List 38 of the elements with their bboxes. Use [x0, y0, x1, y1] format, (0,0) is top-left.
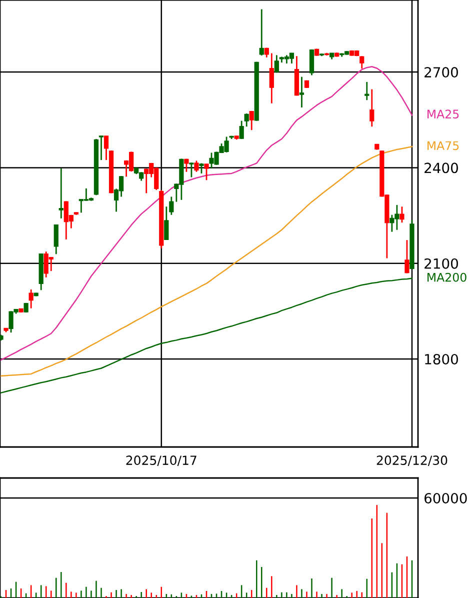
- candlestick: [299, 76, 304, 108]
- y-tick-label: 1800: [425, 354, 458, 364]
- x-tick-label: 2025/12/30: [376, 456, 448, 466]
- series-label: MA25: [428, 110, 459, 119]
- series-label: MA75: [428, 141, 459, 150]
- candlestick: [199, 162, 204, 174]
- candlestick: [360, 55, 364, 70]
- candlestick: [58, 168, 64, 220]
- candlestick: [204, 163, 209, 181]
- candlestick: [269, 52, 274, 104]
- candlestick: [259, 8, 264, 56]
- y-tick-label: 2100: [424, 258, 458, 269]
- candlestick: [98, 135, 104, 161]
- candlestick: [239, 120, 244, 140]
- x-tick-label: 2025/10/17: [126, 456, 196, 466]
- y-tick-label: 60000: [424, 492, 467, 504]
- candlestick: [164, 206, 169, 240]
- candlestick: [249, 110, 254, 131]
- candlestick: [54, 224, 58, 255]
- y-tick-label: 2700: [424, 67, 458, 78]
- candlestick: [28, 288, 34, 310]
- y-tick-label: 2400: [424, 162, 458, 174]
- candlestick: [184, 158, 189, 173]
- candlestick: [274, 54, 279, 74]
- candlestick: [370, 88, 374, 128]
- line-series: [0, 66, 413, 361]
- candlestick: [364, 81, 370, 101]
- candlestick: [400, 206, 404, 224]
- candlestick: [169, 196, 174, 216]
- candlestick: [194, 160, 199, 173]
- candlestick: [404, 239, 410, 274]
- candlestick: [309, 48, 314, 76]
- series-label: MA200: [428, 272, 466, 282]
- line-series: [0, 146, 413, 377]
- candlestick: [104, 135, 109, 161]
- line-series: [0, 278, 413, 394]
- candlestick: [244, 112, 249, 128]
- candlestick: [189, 162, 194, 178]
